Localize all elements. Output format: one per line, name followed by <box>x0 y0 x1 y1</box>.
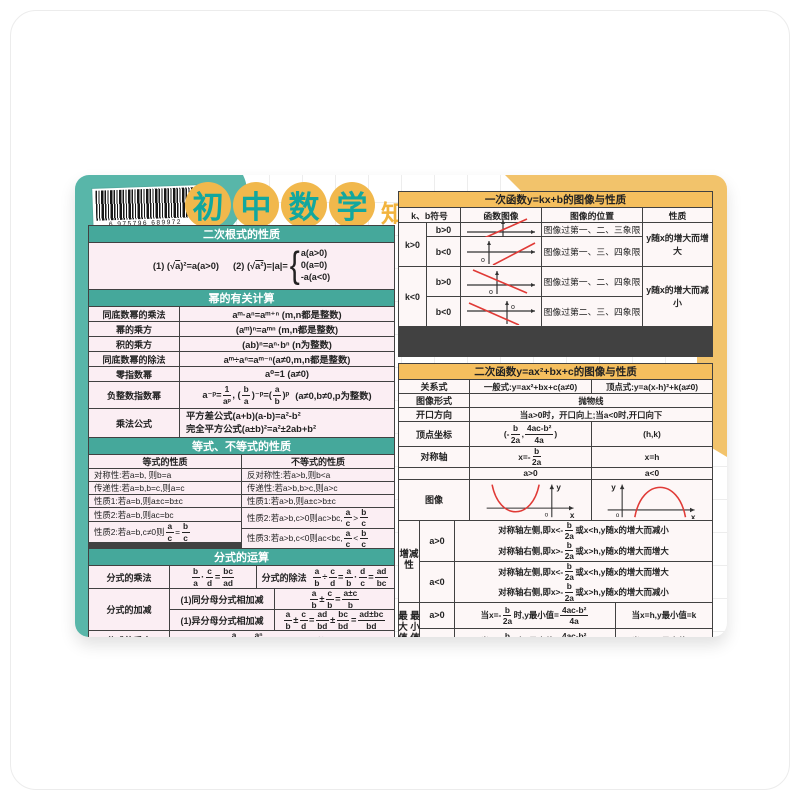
section-header: 二次根式的性质 <box>89 226 394 242</box>
section-eq-ineq: 等式、不等式的性质 等式的性质 不等式的性质 对称性:若a=b, 则b=a 传递… <box>88 437 395 550</box>
linear-graph-k-pos-b-neg: o <box>461 237 541 266</box>
knowledge-card: 6 975796 689972 初 中 数 学 知识点 二次根式的性质 (1) … <box>75 175 727 637</box>
table-row: 开口方向 当a>0时，开口向上;当a<0时,开口向下 <box>399 408 712 421</box>
frac-power-formula: ( ab )ⁿ= aⁿbⁿ , (其中n是正整数) <box>170 631 394 637</box>
table-row: a>0 a<0 <box>399 467 712 479</box>
svg-text:x: x <box>569 511 574 519</box>
section-quadratic-function: 二次函数y=ax²+bx+c的图像与性质 关系式 一般式:y=ax²+bx+c(… <box>398 363 713 637</box>
table-row: a>0 对称轴左侧,即x<- b 2a 或x<h,y随x的增大而减小 对称轴右侧,即x… <box>420 520 712 561</box>
svg-text:o: o <box>481 257 485 264</box>
piecewise-cases: a(a>0) 0(a=0) -a(a<0) <box>300 248 331 282</box>
table-row: 幂的乘方 (aᵐ)ⁿ=aᵐⁿ (m,n都是整数) <box>89 322 394 336</box>
eq-right-col: 反对称性:若a>b,则b<a 传递性:若a>b,b>c,则a>c 性质1:若a>… <box>242 469 394 549</box>
section-header: 幂的有关计算 <box>89 290 394 306</box>
linear-graph-k-neg-b-pos: o <box>461 267 541 296</box>
table-row: 同底数幂的乘法 aᵐ·aⁿ=aᵐ⁺ⁿ (m,n都是整数) <box>89 307 394 321</box>
svg-text:y: y <box>556 483 561 492</box>
table-row: 分式的乘方 ( ab )ⁿ= aⁿbⁿ , (其中n是正整数) <box>89 631 394 637</box>
section-header: 等式、不等式的性质 <box>89 438 394 454</box>
right-column: 一次函数y=kx+b的图像与性质 k、b符号 函数图像 图像的位置 性质 k>0… <box>398 191 713 637</box>
table-row: a>0 当x=- b 2a 时,y最小值= 4ac-b² 4a 当x=h,y最小值=… <box>420 602 712 628</box>
eq-left-col: 对称性:若a=b, 则b=a 传递性:若a=b,b=c,则a=c 性质1:若a=… <box>89 469 241 549</box>
section-linear-function: 一次函数y=kx+b的图像与性质 k、b符号 函数图像 图像的位置 性质 k>0… <box>398 191 713 357</box>
section-header: 二次函数y=ax²+bx+c的图像与性质 <box>399 364 712 379</box>
section-radical: 二次根式的性质 (1) (√ a)²=a(a>0) (2) (√ a²)=|a|= … <box>88 225 395 290</box>
table-row: 关系式 一般式:y=ax²+bx+c(a≠0) 顶点式:y=a(x-h)²+k(… <box>399 380 712 393</box>
barcode-bars <box>95 187 195 221</box>
piecewise-brace: { <box>289 244 300 286</box>
table-row: 图像形式 抛物线 <box>399 394 712 407</box>
radical-formula-row: (1) (√ a)²=a(a>0) (2) (√ a²)=|a|= { a(a>0)… <box>89 243 394 289</box>
table-row: 积的乘方 (ab)ⁿ=aⁿ·bⁿ (n为整数) <box>89 337 394 351</box>
axis-general: x=- b 2a <box>470 447 591 467</box>
table-row: 图像 y x o y <box>399 479 712 520</box>
parabola-up-graph: y x o <box>470 479 591 520</box>
svg-text:o: o <box>544 511 548 518</box>
title-char: 初 <box>185 181 231 228</box>
linear-graph-k-neg-b-neg: o <box>461 297 541 326</box>
svg-text:y: y <box>611 483 616 492</box>
svg-text:o: o <box>489 289 493 295</box>
empty-cell <box>399 467 469 479</box>
section-header: 一次函数y=kx+b的图像与性质 <box>398 191 713 207</box>
section-header: 分式的运算 <box>89 549 394 566</box>
table-row: a<0 对称轴左侧,即x<- b 2a 或x<h,y随x的增大而增大 对称轴右侧,即x… <box>420 562 712 602</box>
table-row: 乘法公式 平方差公式(a+b)(a-b)=a²-b² 完全平方公式(a±b)²=… <box>89 409 394 437</box>
table-row: 零指数幂 a⁰=1 (a≠0) <box>89 367 394 381</box>
eq-columns: 对称性:若a=b, 则b=a 传递性:若a=b,b=c,则a=c 性质1:若a=… <box>89 469 394 549</box>
svg-text:x: x <box>691 512 696 518</box>
parabola-down-graph: y x o <box>592 479 712 520</box>
table-row: 顶点坐标 (- b 2a , 4ac-b² 4a ) (h,k) <box>399 422 712 446</box>
title-char: 学 <box>329 181 375 228</box>
monotonicity-group: 增减性 a>0 对称轴左侧,即x<- b 2a 或x<h,y随x的增大而减小 对称轴右… <box>399 520 712 602</box>
title-char: 中 <box>233 181 279 228</box>
table-subheader: 等式的性质 不等式的性质 <box>89 455 394 468</box>
linear-grid: k、b符号 函数图像 图像的位置 性质 k>0 b>0 o 图像过第一、二、三象… <box>398 207 713 357</box>
left-column: 二次根式的性质 (1) (√ a)²=a(a>0) (2) (√ a²)=|a|= … <box>88 225 395 637</box>
table-row: 同底数幂的除法 aᵐ÷aⁿ=aᵐ⁻ⁿ(a≠0,m,n都是整数) <box>89 352 394 366</box>
svg-text:o: o <box>616 512 620 519</box>
fraction: 1 aᵖ <box>223 384 231 406</box>
min-value-general: 当x=- b 2a 时,y最小值= 4ac-b² 4a <box>455 602 615 628</box>
svg-text:o: o <box>511 304 515 311</box>
vertex-general: (- b 2a , 4ac-b² 4a ) <box>470 422 591 446</box>
linear-graph-k-pos-b-pos: o <box>461 217 541 243</box>
title-char: 数 <box>281 181 327 228</box>
section-power: 幂的有关计算 同底数幂的乘法 aᵐ·aⁿ=aᵐ⁺ⁿ (m,n都是整数) 幂的乘方… <box>88 289 395 438</box>
minmax-vertical-label: 最大值最小值 <box>398 611 420 637</box>
table-row: 对称轴 x=- b 2a x=h <box>399 447 712 467</box>
photo-frame <box>10 10 790 790</box>
